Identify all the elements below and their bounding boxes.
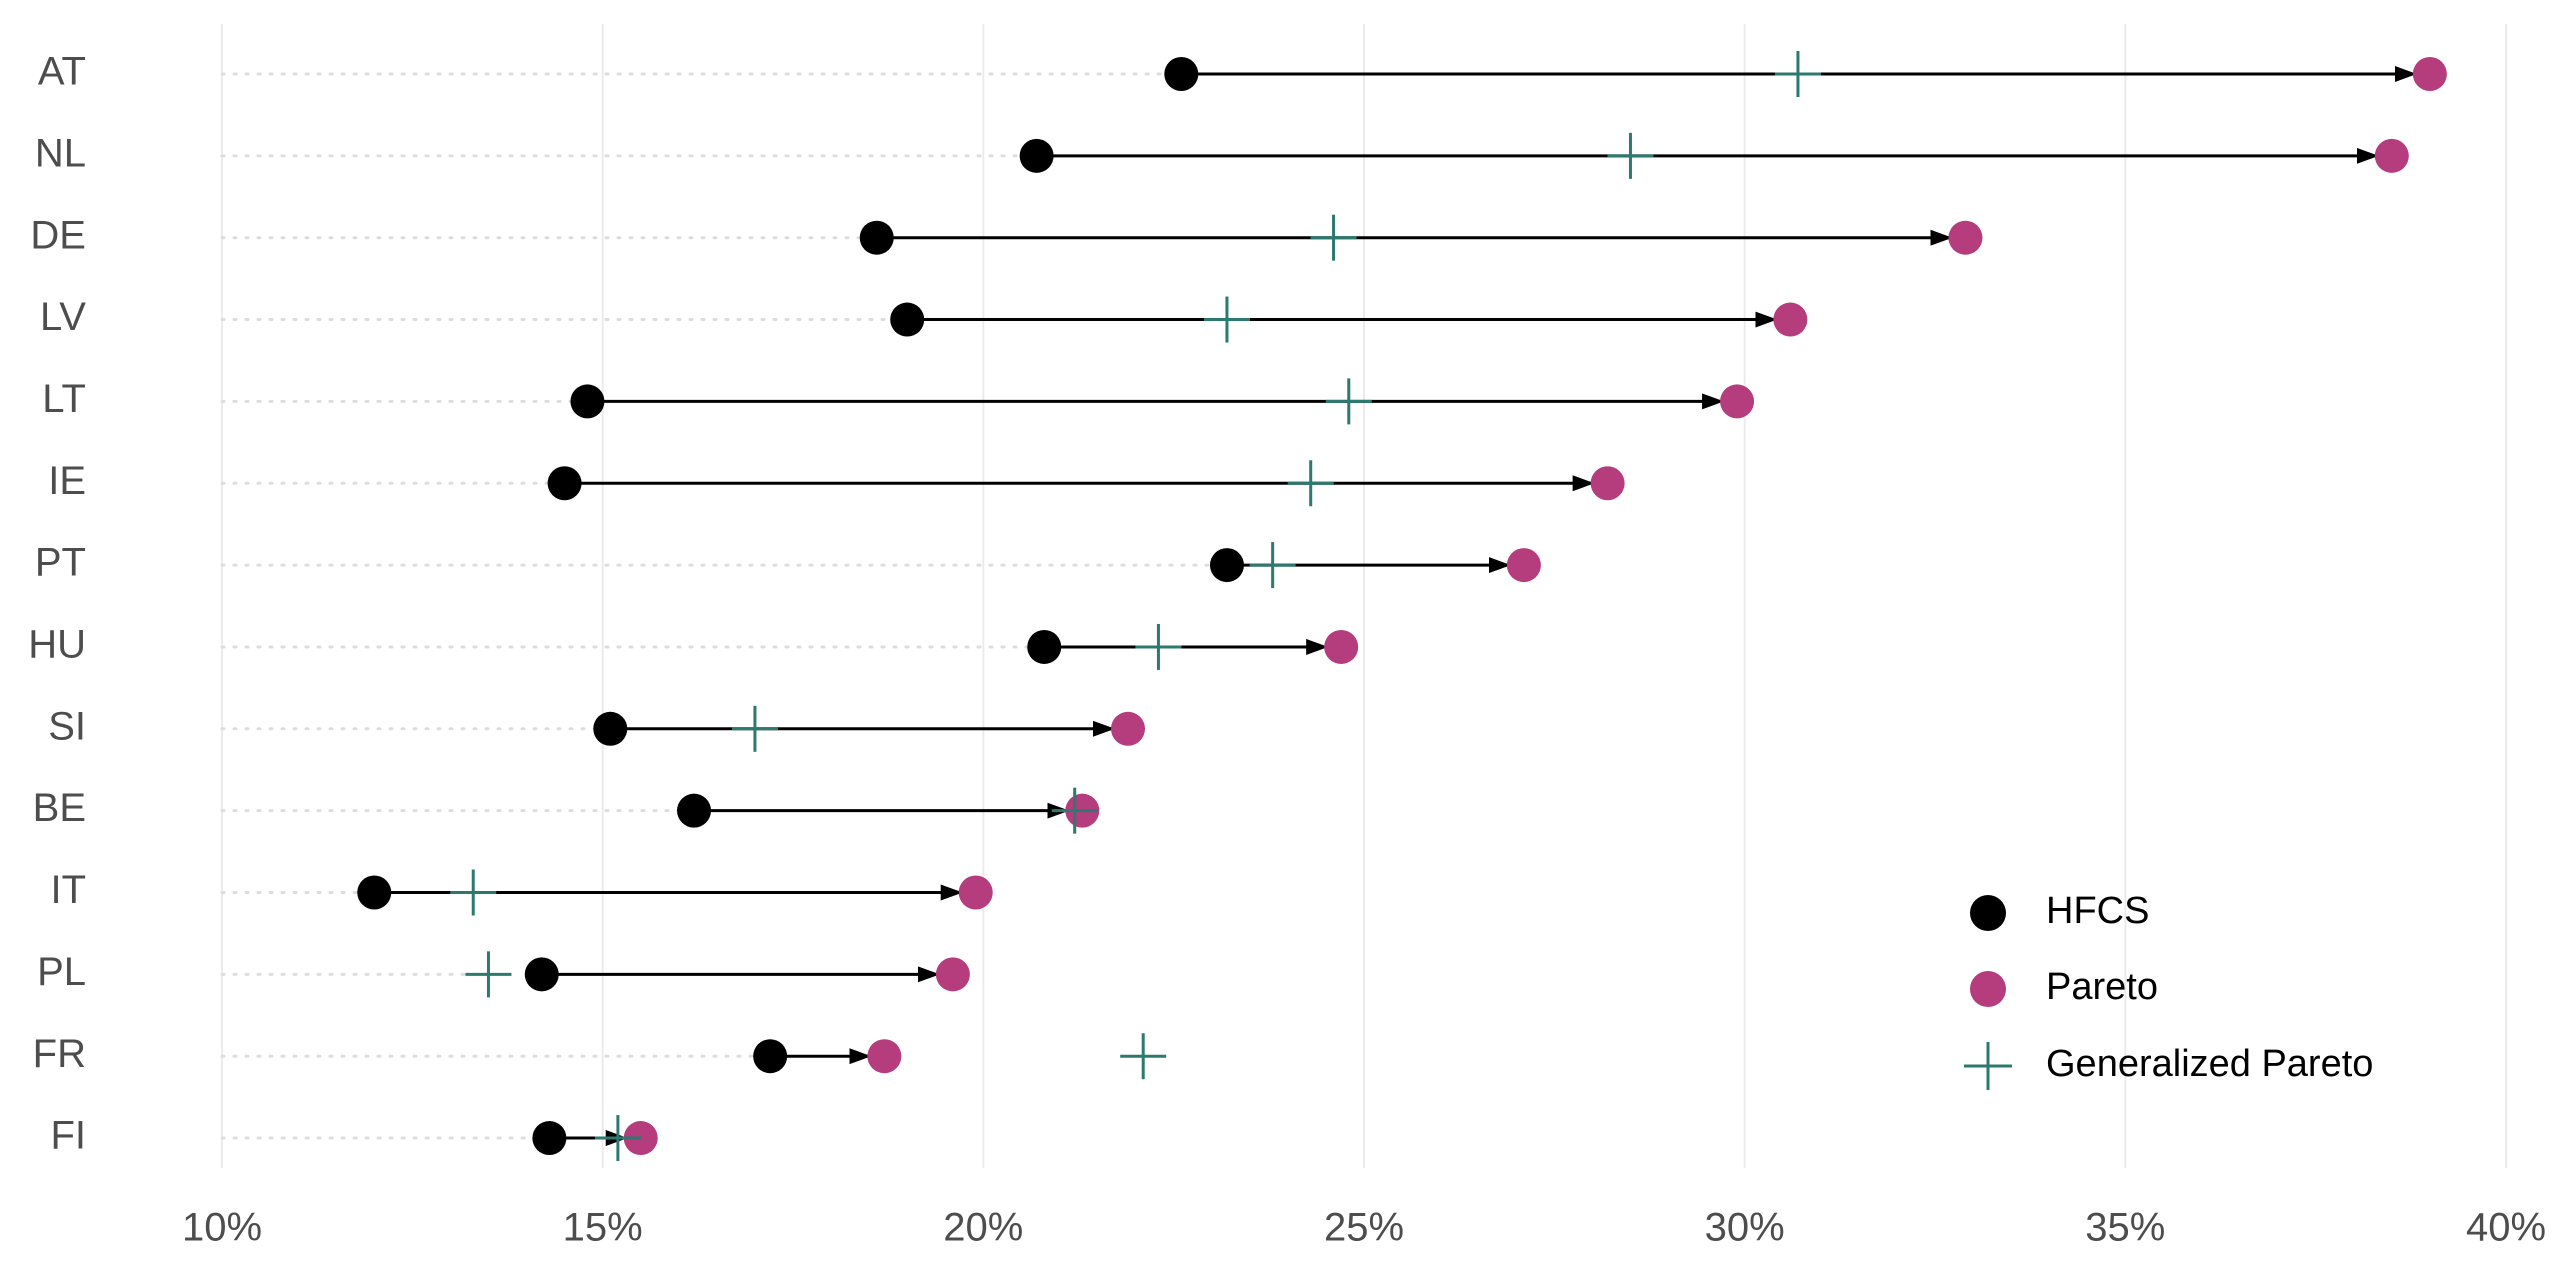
pareto-point-de	[1948, 220, 1983, 255]
generalized-pareto-point-si	[731, 705, 778, 752]
y-tick-label-lt: LT	[42, 377, 86, 421]
pareto-point-fr	[867, 1039, 902, 1074]
row-guide-layer	[220, 72, 1229, 1140]
legend-symbol-0	[1970, 895, 2006, 931]
pareto-point-it	[958, 875, 993, 910]
y-tick-label-ie: IE	[48, 459, 86, 503]
pareto-point-layer	[623, 57, 2447, 1156]
x-tick-label-2: 20%	[943, 1206, 1023, 1250]
legend-label-1: Pareto	[2046, 966, 2158, 1008]
pareto-point-pl	[935, 957, 970, 992]
legend-label-2: Generalized Pareto	[2046, 1043, 2373, 1085]
hfcs-point-lt	[570, 384, 605, 419]
x-tick-label-0: 10%	[182, 1206, 262, 1250]
legend-symbol-2	[1964, 1042, 2012, 1090]
y-tick-label-it: IT	[50, 868, 86, 912]
y-tick-label-fi: FI	[50, 1114, 86, 1158]
generalized-pareto-point-fr	[1120, 1033, 1167, 1080]
y-tick-label-fr: FR	[33, 1032, 86, 1076]
generalized-pareto-point-hu	[1135, 623, 1182, 670]
hfcs-point-lv	[890, 302, 925, 337]
generalized-pareto-point-fi	[594, 1115, 641, 1162]
generalized-pareto-point-de	[1310, 214, 1357, 261]
grid-layer	[221, 24, 2507, 1168]
y-tick-label-lv: LV	[40, 295, 86, 339]
pareto-point-hu	[1324, 629, 1359, 664]
legend-symbol-1	[1970, 971, 2006, 1007]
hfcs-point-be	[677, 793, 712, 828]
hfcs-point-hu	[1027, 629, 1062, 664]
generalized-pareto-point-lt	[1325, 378, 1372, 425]
y-tick-label-nl: NL	[35, 131, 86, 175]
x-tick-label-4: 30%	[1705, 1206, 1785, 1250]
generalized-pareto-point-ie	[1287, 460, 1334, 507]
generalized-pareto-point-nl	[1607, 132, 1654, 179]
generalized-pareto-point-be	[1051, 787, 1098, 834]
hfcs-point-de	[859, 220, 894, 255]
hfcs-point-it	[357, 875, 392, 910]
hfcs-point-layer	[357, 57, 1244, 1156]
hfcs-point-pl	[524, 957, 559, 992]
pareto-point-nl	[2374, 138, 2409, 173]
y-tick-label-be: BE	[33, 786, 86, 830]
x-tick-label-6: 40%	[2466, 1206, 2546, 1250]
pareto-point-si	[1110, 711, 1145, 746]
hfcs-point-pt	[1209, 548, 1244, 583]
hfcs-point-fr	[753, 1039, 788, 1074]
y-axis-labels: AT NL DE LV LT IE PT HU SI BE IT PL FR FI	[28, 50, 86, 1158]
generalized-pareto-point-it	[450, 869, 497, 916]
generalized-pareto-point-lv	[1203, 296, 1250, 343]
y-tick-label-de: DE	[30, 213, 86, 257]
hfcs-point-at	[1164, 57, 1199, 91]
y-tick-label-pl: PL	[37, 950, 86, 994]
pareto-point-lv	[1773, 302, 1808, 337]
hfcs-point-nl	[1019, 138, 1054, 173]
pareto-point-at	[2412, 57, 2447, 91]
legend-label-0: HFCS	[2046, 890, 2149, 932]
hfcs-point-si	[593, 711, 628, 746]
pareto-point-ie	[1590, 466, 1625, 501]
generalized-pareto-point-pl	[465, 951, 512, 998]
generalized-pareto-point-at	[1774, 51, 1821, 97]
pareto-point-pt	[1506, 548, 1541, 583]
x-tick-label-5: 35%	[2085, 1206, 2165, 1250]
generalized-pareto-point-layer	[450, 51, 1821, 1162]
y-tick-label-pt: PT	[35, 541, 86, 585]
pareto-point-lt	[1720, 384, 1755, 419]
legend: HFCS Pareto Generalized Pareto	[1964, 890, 2373, 1090]
y-tick-label-at: AT	[38, 50, 86, 94]
y-tick-label-hu: HU	[28, 623, 86, 667]
x-tick-label-1: 15%	[563, 1206, 643, 1250]
hfcs-point-ie	[547, 466, 582, 501]
hfcs-point-fi	[532, 1121, 567, 1156]
x-tick-label-3: 25%	[1324, 1206, 1404, 1250]
x-axis-labels: 10% 15% 20% 25% 30% 35% 40%	[182, 1206, 2546, 1250]
generalized-pareto-point-pt	[1249, 542, 1296, 589]
y-tick-label-si: SI	[48, 704, 86, 748]
